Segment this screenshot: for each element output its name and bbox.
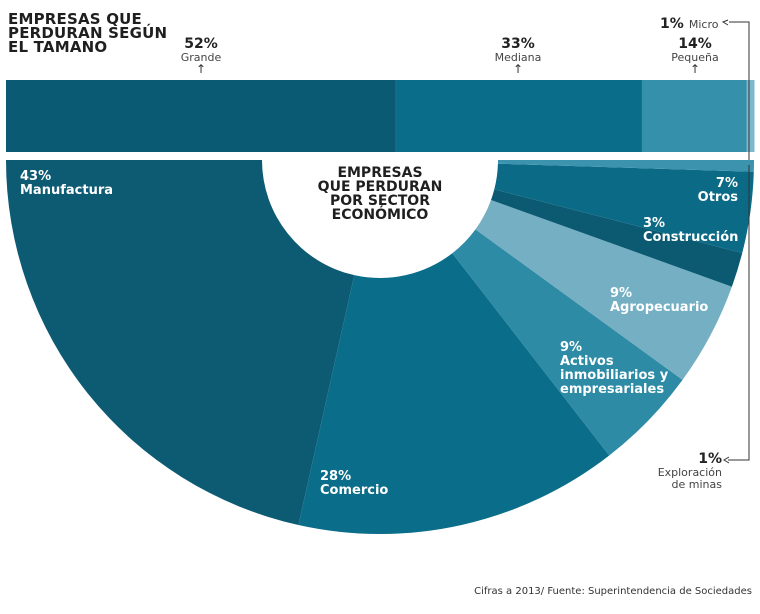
label-name: Agropecuario [610, 300, 709, 315]
label-exploracion: 1% Exploración de minas [640, 452, 722, 491]
label-name: Exploración [657, 466, 722, 479]
donut-slice-5 [494, 163, 754, 254]
label-pct: 9% [560, 340, 583, 355]
arrow-up-icon: ↑ [689, 62, 701, 76]
center-line: POR SECTOR [330, 193, 430, 209]
donut-center-title: EMPRESAS QUE PERDURAN POR SECTOR ECONÓMI… [300, 166, 460, 222]
label-activos: 9% Activos inmobiliarios y empresariales [560, 341, 668, 397]
arrow-left-icon [723, 456, 730, 464]
label-name: Pequeña [671, 51, 719, 64]
exploracion-connector-line [728, 165, 750, 461]
label-name: Micro [688, 18, 719, 31]
label-name: Otros [697, 190, 738, 205]
label-manufactura: 43% Manufactura [20, 170, 113, 198]
donut-slice-2 [452, 229, 683, 456]
donut-slice-4 [491, 189, 743, 287]
donut-slice-0 [6, 160, 355, 525]
label-comercio: 28% Comercio [320, 470, 388, 498]
donut-slice-6 [497, 160, 754, 172]
label-pct: 14% [678, 36, 712, 52]
label-name: Construcción [643, 230, 739, 245]
arrow-left-icon [721, 19, 729, 26]
label-construccion: 3% Construcción [643, 217, 738, 245]
label-pct: 28% [320, 469, 352, 484]
title-line: EMPRESAS QUE [8, 10, 142, 28]
label-name: Mediana [494, 51, 542, 64]
label-pct: 33% [501, 36, 535, 52]
label-pct: 1% [660, 16, 684, 32]
label-pct: 52% [184, 36, 218, 52]
label-name: Grande [180, 51, 222, 64]
bar-segment-micro [746, 80, 755, 152]
label-agropecuario: 9% Agropecuario [610, 287, 708, 315]
source-footer: Cifras a 2013/ Fuente: Superintendencia … [474, 586, 752, 597]
label-name: Activos [560, 354, 614, 369]
label-pequena: 14% Pequeña ↑ [671, 36, 719, 76]
label-pct: 7% [715, 176, 738, 191]
label-name: de minas [671, 478, 722, 491]
title-line: EL TAMANO [8, 38, 108, 56]
bar-segment-grande [6, 80, 396, 152]
label-grande: 52% Grande ↑ [180, 36, 222, 76]
label-mediana: 33% Mediana ↑ [494, 36, 542, 76]
arrow-up-icon: ↑ [195, 62, 207, 76]
label-pct: 1% [698, 451, 722, 467]
title-line: PERDURAN SEGÚN [8, 24, 168, 42]
label-otros: 7% Otros [690, 177, 738, 205]
bar-segment-mediana [394, 80, 643, 152]
label-pct: 43% [20, 169, 52, 184]
donut-slice-1 [298, 253, 610, 534]
bar-segment-pequeña [641, 80, 748, 152]
label-name: empresariales [560, 382, 665, 397]
center-line: ECONÓMICO [331, 207, 429, 223]
arrow-up-icon: ↑ [512, 62, 524, 76]
donut-slice-3 [475, 199, 732, 380]
label-pct: 3% [643, 216, 666, 231]
label-pct: 9% [610, 286, 633, 301]
center-line: QUE PERDURAN [317, 179, 443, 195]
label-name: inmobiliarios y [560, 368, 669, 383]
label-name: Comercio [320, 483, 389, 498]
micro-connector-line [729, 21, 750, 160]
center-line: EMPRESAS [337, 165, 423, 181]
bar-chart-title: EMPRESAS QUE PERDURAN SEGÚN EL TAMANO [8, 10, 168, 56]
label-micro: 1% Micro [660, 13, 718, 32]
label-name: Manufactura [20, 183, 114, 198]
